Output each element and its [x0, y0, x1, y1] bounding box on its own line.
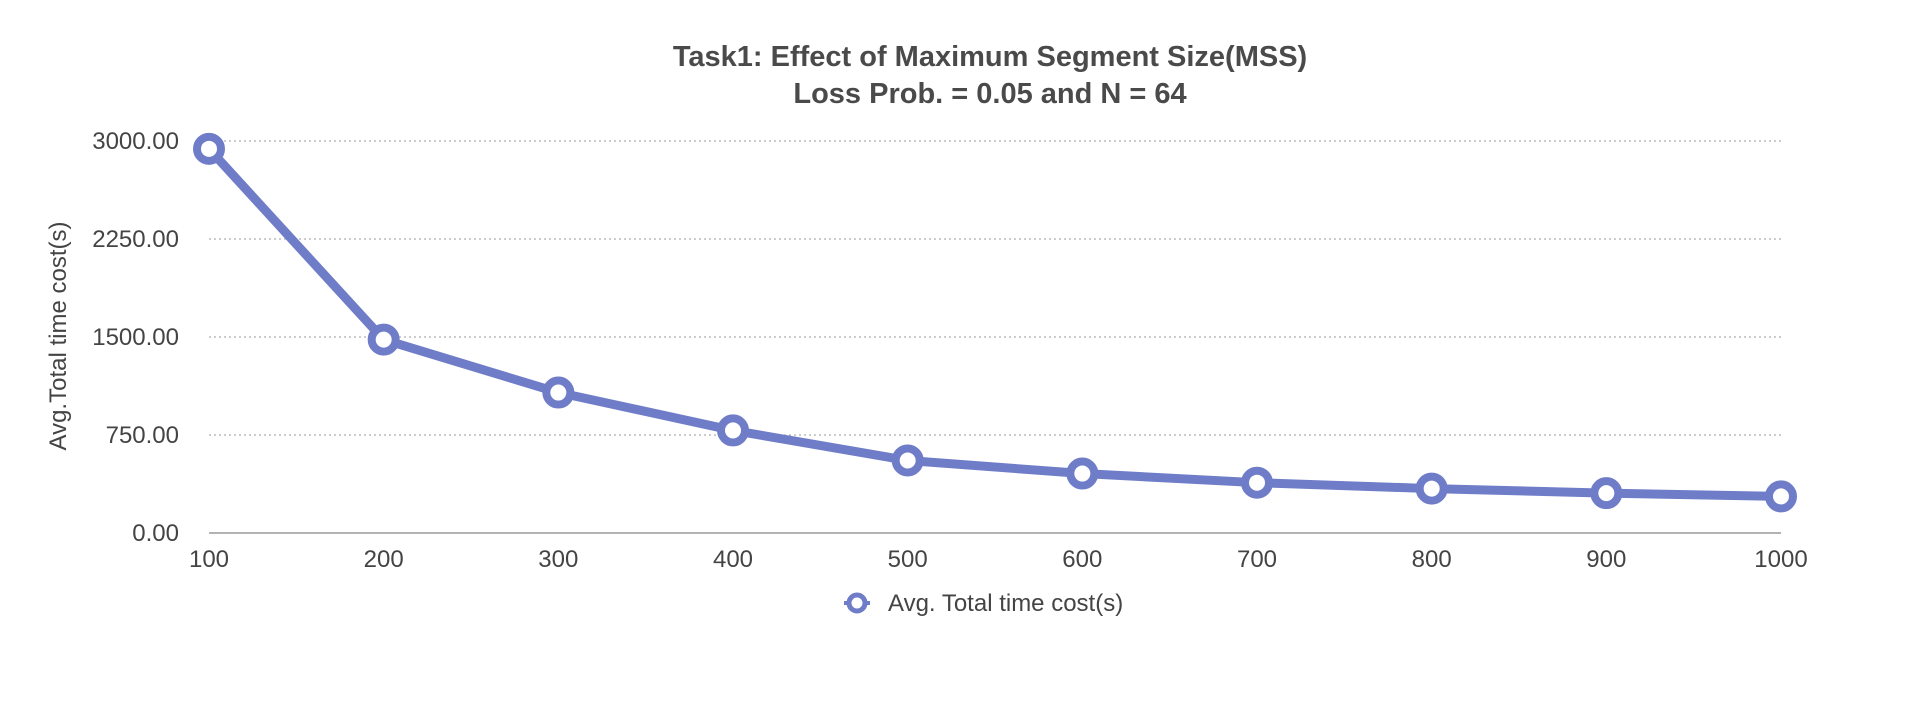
chart-title: Task1: Effect of Maximum Segment Size(MS…	[673, 41, 1307, 73]
series-line	[204, 144, 1786, 501]
x-tick-label: 200	[364, 546, 404, 573]
x-tick-label: 500	[888, 546, 928, 573]
x-tick-label: 100	[189, 546, 229, 573]
x-axis-tick-labels: 100 200 300 400 500 600 700 800 900 1000	[189, 546, 1808, 573]
x-tick-label: 700	[1237, 546, 1277, 573]
y-axis-title: Avg.Total time cost(s)	[45, 222, 72, 451]
series-layer	[193, 132, 1797, 513]
legend-label: Avg. Total time cost(s)	[888, 590, 1123, 617]
x-tick-label: 1000	[1754, 546, 1807, 573]
data-point	[717, 414, 749, 447]
x-tick-label: 800	[1412, 546, 1452, 573]
chart-subtitle: Loss Prob. = 0.05 and N = 64	[793, 78, 1186, 110]
y-tick-label: 1500.00	[92, 324, 179, 351]
chart-title-group: Task1: Effect of Maximum Segment Size(MS…	[673, 41, 1307, 110]
x-tick-label: 900	[1586, 546, 1626, 573]
data-point	[542, 376, 575, 409]
data-point	[891, 444, 924, 477]
data-point	[1765, 480, 1797, 513]
data-point	[367, 323, 400, 356]
x-tick-label: 400	[713, 546, 753, 573]
y-tick-label: 2250.00	[92, 226, 179, 253]
data-point	[1590, 477, 1623, 510]
gridlines	[209, 140, 1781, 534]
x-tick-label: 300	[538, 546, 578, 573]
y-tick-label: 750.00	[106, 422, 179, 449]
y-axis-tick-labels: 0.00 750.00 1500.00 2250.00 3000.00	[92, 128, 179, 547]
data-point	[1241, 466, 1273, 499]
legend-swatch-marker	[846, 592, 868, 614]
data-point	[193, 132, 225, 165]
y-tick-label: 3000.00	[92, 128, 179, 155]
data-point	[1066, 457, 1099, 490]
y-tick-label: 0.00	[132, 520, 179, 547]
legend: Avg. Total time cost(s)	[844, 590, 1123, 617]
x-tick-label: 600	[1062, 546, 1102, 573]
data-point	[1415, 472, 1448, 505]
